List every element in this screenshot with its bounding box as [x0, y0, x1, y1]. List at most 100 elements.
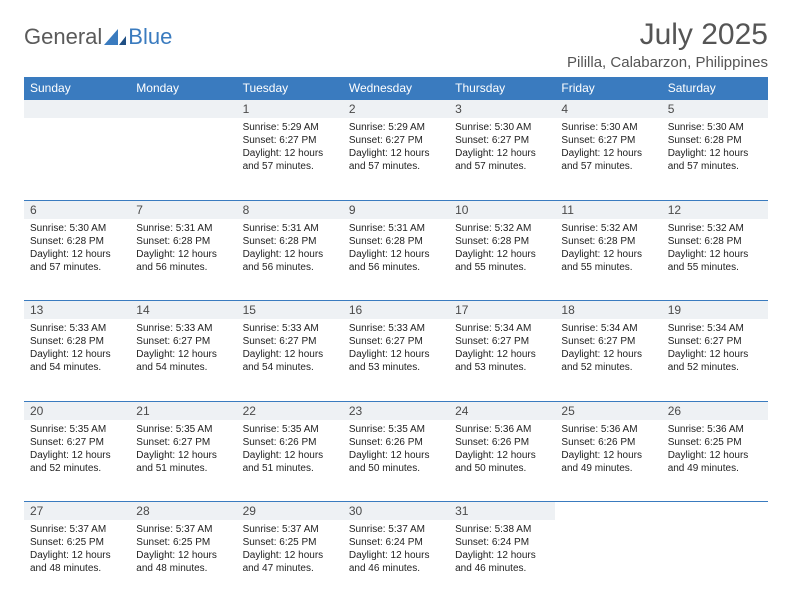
- day-details: Sunrise: 5:31 AMSunset: 6:28 PMDaylight:…: [130, 219, 236, 280]
- day-number-cell: 8: [237, 200, 343, 219]
- day-number: 23: [343, 402, 449, 420]
- day-number: 24: [449, 402, 555, 420]
- day-number: 29: [237, 502, 343, 520]
- day-content-row: Sunrise: 5:30 AMSunset: 6:28 PMDaylight:…: [24, 219, 768, 301]
- day-number-cell: 14: [130, 301, 236, 320]
- day-number: 16: [343, 301, 449, 319]
- day-content-cell: Sunrise: 5:35 AMSunset: 6:27 PMDaylight:…: [130, 420, 236, 502]
- day-content-cell: Sunrise: 5:31 AMSunset: 6:28 PMDaylight:…: [237, 219, 343, 301]
- day-number-cell: 9: [343, 200, 449, 219]
- day-number: 27: [24, 502, 130, 520]
- day-number-cell: 29: [237, 502, 343, 521]
- day-content-cell: Sunrise: 5:33 AMSunset: 6:27 PMDaylight:…: [343, 319, 449, 401]
- logo-text-blue: Blue: [128, 24, 172, 50]
- day-details: Sunrise: 5:36 AMSunset: 6:26 PMDaylight:…: [449, 420, 555, 481]
- day-number: 2: [343, 100, 449, 118]
- day-content-cell: Sunrise: 5:30 AMSunset: 6:28 PMDaylight:…: [24, 219, 130, 301]
- day-number: 11: [555, 201, 661, 219]
- day-content-cell: Sunrise: 5:37 AMSunset: 6:25 PMDaylight:…: [237, 520, 343, 602]
- day-content-cell: Sunrise: 5:36 AMSunset: 6:26 PMDaylight:…: [449, 420, 555, 502]
- day-details: Sunrise: 5:37 AMSunset: 6:24 PMDaylight:…: [343, 520, 449, 581]
- day-content-cell: [24, 118, 130, 200]
- day-details: Sunrise: 5:33 AMSunset: 6:27 PMDaylight:…: [237, 319, 343, 380]
- day-details: Sunrise: 5:35 AMSunset: 6:27 PMDaylight:…: [24, 420, 130, 481]
- day-content-cell: Sunrise: 5:29 AMSunset: 6:27 PMDaylight:…: [343, 118, 449, 200]
- day-number: 6: [24, 201, 130, 219]
- day-details: Sunrise: 5:33 AMSunset: 6:27 PMDaylight:…: [130, 319, 236, 380]
- day-content-cell: Sunrise: 5:34 AMSunset: 6:27 PMDaylight:…: [662, 319, 768, 401]
- day-number: 5: [662, 100, 768, 118]
- day-details: Sunrise: 5:36 AMSunset: 6:25 PMDaylight:…: [662, 420, 768, 481]
- day-number-cell: 24: [449, 401, 555, 420]
- day-number-cell: 31: [449, 502, 555, 521]
- day-content-cell: Sunrise: 5:34 AMSunset: 6:27 PMDaylight:…: [555, 319, 661, 401]
- day-number: 25: [555, 402, 661, 420]
- calendar-table: SundayMondayTuesdayWednesdayThursdayFrid…: [24, 77, 768, 602]
- day-content-cell: Sunrise: 5:31 AMSunset: 6:28 PMDaylight:…: [130, 219, 236, 301]
- day-content-cell: Sunrise: 5:32 AMSunset: 6:28 PMDaylight:…: [449, 219, 555, 301]
- day-content-cell: Sunrise: 5:32 AMSunset: 6:28 PMDaylight:…: [662, 219, 768, 301]
- day-details: Sunrise: 5:30 AMSunset: 6:27 PMDaylight:…: [555, 118, 661, 179]
- day-number-cell: 20: [24, 401, 130, 420]
- day-number-cell: [130, 100, 236, 119]
- day-content-cell: Sunrise: 5:32 AMSunset: 6:28 PMDaylight:…: [555, 219, 661, 301]
- day-number: 14: [130, 301, 236, 319]
- day-number: 18: [555, 301, 661, 319]
- day-content-cell: Sunrise: 5:30 AMSunset: 6:27 PMDaylight:…: [449, 118, 555, 200]
- day-number-cell: 25: [555, 401, 661, 420]
- day-number-cell: 4: [555, 100, 661, 119]
- day-details: Sunrise: 5:34 AMSunset: 6:27 PMDaylight:…: [555, 319, 661, 380]
- day-content-row: Sunrise: 5:37 AMSunset: 6:25 PMDaylight:…: [24, 520, 768, 602]
- day-content-cell: Sunrise: 5:36 AMSunset: 6:25 PMDaylight:…: [662, 420, 768, 502]
- day-number: 3: [449, 100, 555, 118]
- day-number-cell: 26: [662, 401, 768, 420]
- day-content-cell: Sunrise: 5:35 AMSunset: 6:27 PMDaylight:…: [24, 420, 130, 502]
- calendar-head: SundayMondayTuesdayWednesdayThursdayFrid…: [24, 77, 768, 100]
- day-details: Sunrise: 5:30 AMSunset: 6:28 PMDaylight:…: [24, 219, 130, 280]
- weekday-header: Monday: [130, 77, 236, 100]
- day-number: 30: [343, 502, 449, 520]
- day-number: 28: [130, 502, 236, 520]
- weekday-header: Tuesday: [237, 77, 343, 100]
- day-details: Sunrise: 5:30 AMSunset: 6:28 PMDaylight:…: [662, 118, 768, 179]
- day-number-row: 20212223242526: [24, 401, 768, 420]
- day-details: Sunrise: 5:32 AMSunset: 6:28 PMDaylight:…: [449, 219, 555, 280]
- day-content-cell: Sunrise: 5:33 AMSunset: 6:28 PMDaylight:…: [24, 319, 130, 401]
- day-details: Sunrise: 5:35 AMSunset: 6:26 PMDaylight:…: [237, 420, 343, 481]
- day-number-cell: 2: [343, 100, 449, 119]
- day-details: Sunrise: 5:38 AMSunset: 6:24 PMDaylight:…: [449, 520, 555, 581]
- logo-text-general: General: [24, 24, 102, 50]
- day-content-cell: Sunrise: 5:31 AMSunset: 6:28 PMDaylight:…: [343, 219, 449, 301]
- day-content-cell: [130, 118, 236, 200]
- day-number-cell: 16: [343, 301, 449, 320]
- day-number-cell: 3: [449, 100, 555, 119]
- day-details: Sunrise: 5:37 AMSunset: 6:25 PMDaylight:…: [237, 520, 343, 581]
- day-details: Sunrise: 5:32 AMSunset: 6:28 PMDaylight:…: [555, 219, 661, 280]
- day-content-cell: Sunrise: 5:36 AMSunset: 6:26 PMDaylight:…: [555, 420, 661, 502]
- day-number-cell: 18: [555, 301, 661, 320]
- day-details: Sunrise: 5:29 AMSunset: 6:27 PMDaylight:…: [343, 118, 449, 179]
- day-number-row: 13141516171819: [24, 301, 768, 320]
- day-details: Sunrise: 5:33 AMSunset: 6:28 PMDaylight:…: [24, 319, 130, 380]
- day-number-row: 6789101112: [24, 200, 768, 219]
- day-number-row: 12345: [24, 100, 768, 119]
- day-content-cell: Sunrise: 5:30 AMSunset: 6:28 PMDaylight:…: [662, 118, 768, 200]
- day-details: Sunrise: 5:36 AMSunset: 6:26 PMDaylight:…: [555, 420, 661, 481]
- title-block: July 2025 Pililla, Calabarzon, Philippin…: [567, 18, 768, 71]
- header: General Blue July 2025 Pililla, Calabarz…: [24, 18, 768, 71]
- day-number: 26: [662, 402, 768, 420]
- month-title: July 2025: [567, 18, 768, 52]
- day-content-cell: Sunrise: 5:30 AMSunset: 6:27 PMDaylight:…: [555, 118, 661, 200]
- day-number-cell: 21: [130, 401, 236, 420]
- day-number: 15: [237, 301, 343, 319]
- day-number: 8: [237, 201, 343, 219]
- day-details: Sunrise: 5:29 AMSunset: 6:27 PMDaylight:…: [237, 118, 343, 179]
- day-number: 10: [449, 201, 555, 219]
- day-details: Sunrise: 5:30 AMSunset: 6:27 PMDaylight:…: [449, 118, 555, 179]
- day-details: Sunrise: 5:37 AMSunset: 6:25 PMDaylight:…: [130, 520, 236, 581]
- day-details: Sunrise: 5:37 AMSunset: 6:25 PMDaylight:…: [24, 520, 130, 581]
- logo: General Blue: [24, 18, 172, 50]
- day-number-cell: [555, 502, 661, 521]
- day-details: Sunrise: 5:31 AMSunset: 6:28 PMDaylight:…: [237, 219, 343, 280]
- weekday-header-row: SundayMondayTuesdayWednesdayThursdayFrid…: [24, 77, 768, 100]
